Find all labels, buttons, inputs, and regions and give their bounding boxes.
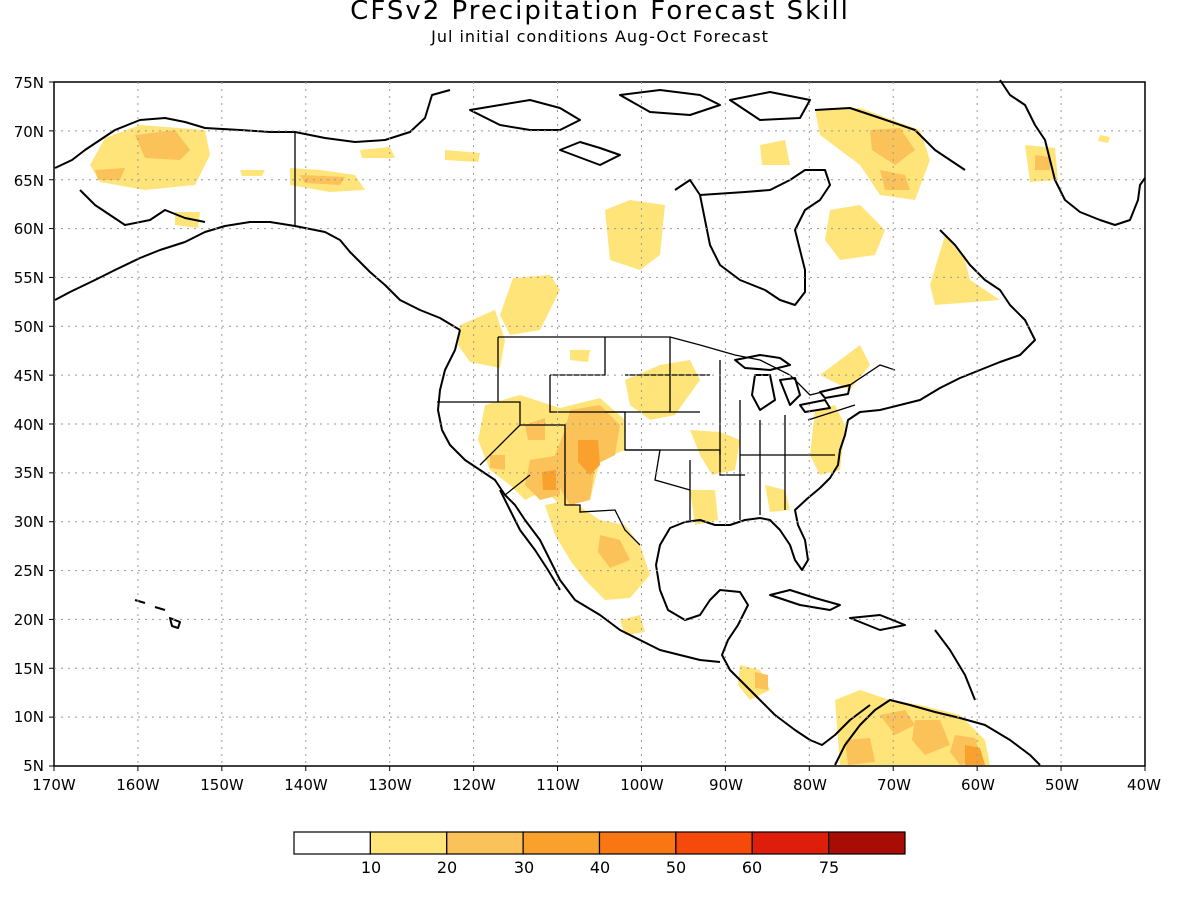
lon-label: 130W	[368, 776, 412, 794]
colorbar-label: 75	[819, 858, 839, 877]
lat-label: 45N	[14, 367, 44, 385]
lat-label: 65N	[14, 172, 44, 190]
lon-label: 100W	[620, 776, 664, 794]
colorbar-label: 20	[437, 858, 457, 877]
lat-label: 70N	[14, 123, 44, 141]
lon-label: 60W	[961, 776, 995, 794]
lon-label: 120W	[452, 776, 496, 794]
longitude-labels: 170W 160W 150W 140W 130W 120W 110W 100W …	[32, 776, 1161, 794]
lat-label: 50N	[14, 318, 44, 336]
colorbar-label: 60	[742, 858, 762, 877]
colorbar: 10 20 30 40 50 60 75	[293, 831, 906, 877]
colorbar-box	[446, 831, 524, 855]
map-frame	[49, 81, 1146, 771]
lon-label: 140W	[284, 776, 328, 794]
lat-label: 55N	[14, 269, 44, 287]
lat-label: 10N	[14, 708, 44, 726]
lon-label: 90W	[709, 776, 743, 794]
lon-label: 80W	[793, 776, 827, 794]
colorbar-box	[751, 831, 830, 855]
colorbar-box	[598, 831, 677, 855]
coastlines	[54, 79, 1146, 766]
colorbar-label: 30	[514, 858, 534, 877]
lon-label: 70W	[877, 776, 911, 794]
lat-label: 75N	[14, 74, 44, 92]
latitude-labels: 75N 70N 65N 60N 55N 50N 45N 40N 35N 30N …	[14, 74, 44, 775]
lat-label: 40N	[14, 416, 44, 434]
colorbar-label: 50	[666, 858, 686, 877]
lon-label: 170W	[32, 776, 76, 794]
political-borders	[294, 132, 896, 546]
colorbar-box	[828, 831, 906, 855]
lon-label: 150W	[200, 776, 244, 794]
colorbar-label: 10	[361, 858, 381, 877]
lat-label: 20N	[14, 611, 44, 629]
colorbar-box	[369, 831, 448, 855]
map-subtitle: Jul initial conditions Aug-Oct Forecast	[431, 27, 769, 46]
colorbar-label: 40	[590, 858, 610, 877]
lon-label: 40W	[1127, 776, 1161, 794]
lat-label: 30N	[14, 513, 44, 531]
gridlines	[54, 82, 1145, 766]
lat-label: 25N	[14, 562, 44, 580]
map-title: CFSv2 Precipitation Forecast Skill	[350, 0, 850, 26]
colorbar-box	[675, 831, 753, 855]
lon-label: 110W	[536, 776, 580, 794]
lat-label: 5N	[23, 757, 44, 775]
colorbar-box	[293, 831, 371, 855]
colorbar-box	[522, 831, 601, 855]
lat-label: 35N	[14, 464, 44, 482]
lon-label: 160W	[116, 776, 160, 794]
axis-ticks	[49, 81, 1146, 771]
lat-label: 60N	[14, 220, 44, 238]
lat-label: 15N	[14, 660, 44, 678]
lon-label: 50W	[1045, 776, 1079, 794]
colorbar-boxes	[293, 831, 906, 855]
skill-shading	[90, 108, 1110, 765]
